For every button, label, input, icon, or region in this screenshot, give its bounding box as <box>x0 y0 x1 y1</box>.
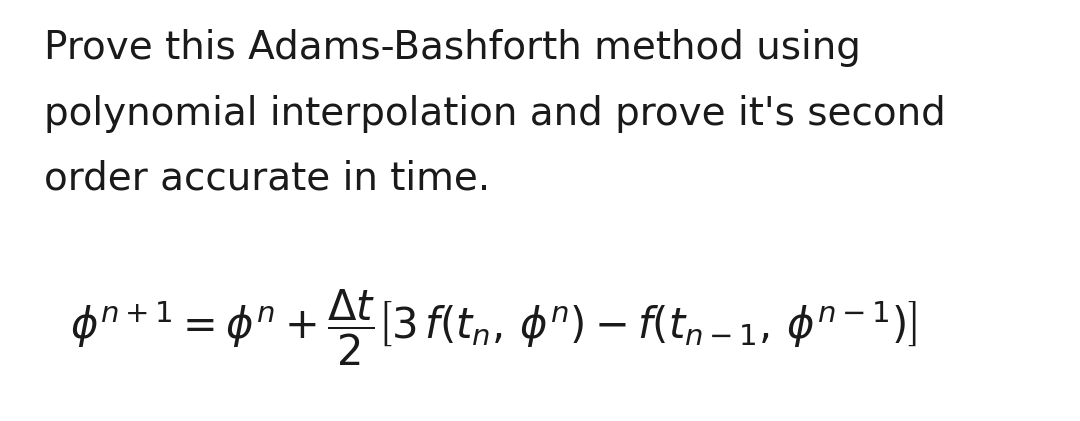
Text: polynomial interpolation and prove it's second: polynomial interpolation and prove it's … <box>44 95 946 133</box>
Text: $\phi^{n+1} = \phi^{n} + \dfrac{\Delta t}{2}\left[3\,f(t_n,\,\phi^{n}) - f(t_{n-: $\phi^{n+1} = \phi^{n} + \dfrac{\Delta t… <box>70 288 917 368</box>
Text: Prove this Adams-Bashforth method using: Prove this Adams-Bashforth method using <box>44 29 861 67</box>
Text: order accurate in time.: order accurate in time. <box>44 160 490 198</box>
